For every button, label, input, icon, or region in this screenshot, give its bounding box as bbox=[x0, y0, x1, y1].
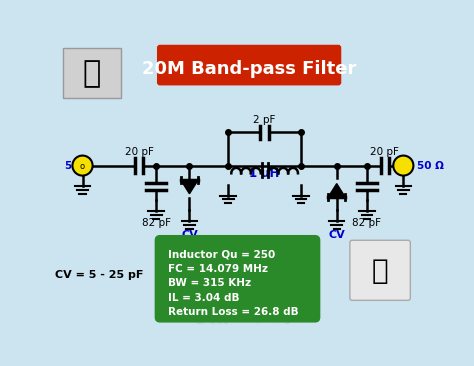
Text: 82 pF: 82 pF bbox=[142, 219, 171, 228]
Circle shape bbox=[393, 156, 413, 176]
Text: 👤: 👤 bbox=[82, 59, 101, 88]
Text: 🤖: 🤖 bbox=[372, 257, 388, 285]
Text: Return Loss = 26.8 dB: Return Loss = 26.8 dB bbox=[168, 307, 298, 317]
Text: ~ 16t T80-10: ~ 16t T80-10 bbox=[230, 238, 299, 247]
Circle shape bbox=[73, 156, 92, 176]
Text: CV: CV bbox=[328, 230, 345, 240]
Text: 20 pF: 20 pF bbox=[125, 147, 154, 157]
Text: IL = 3.04 dB: IL = 3.04 dB bbox=[168, 293, 239, 303]
Text: 50 Ω: 50 Ω bbox=[65, 161, 92, 171]
Text: CV: CV bbox=[181, 230, 198, 240]
Text: BW = 315 KHz: BW = 315 KHz bbox=[168, 279, 251, 288]
FancyBboxPatch shape bbox=[158, 45, 341, 85]
FancyBboxPatch shape bbox=[155, 236, 319, 322]
Text: 2 pF: 2 pF bbox=[254, 115, 276, 125]
Polygon shape bbox=[181, 180, 198, 194]
Text: 20M Band-pass Filter: 20M Band-pass Filter bbox=[142, 60, 356, 78]
Text: CV = 5 - 25 pF: CV = 5 - 25 pF bbox=[55, 270, 144, 280]
Text: o: o bbox=[79, 162, 84, 171]
Text: Return Loss = 26.8 dB: Return Loss = 26.8 dB bbox=[196, 313, 290, 322]
Text: 20 pF: 20 pF bbox=[370, 147, 399, 157]
Text: 82 pF: 82 pF bbox=[353, 219, 382, 228]
Text: FC = 14.079 MHz: FC = 14.079 MHz bbox=[168, 264, 268, 274]
Text: 50 Ω: 50 Ω bbox=[417, 161, 444, 171]
Text: Inductor Qu = 250: Inductor Qu = 250 bbox=[168, 250, 275, 260]
Polygon shape bbox=[328, 184, 345, 197]
FancyBboxPatch shape bbox=[63, 48, 121, 98]
Text: 1 uH: 1 uH bbox=[249, 167, 280, 180]
FancyBboxPatch shape bbox=[350, 240, 410, 300]
